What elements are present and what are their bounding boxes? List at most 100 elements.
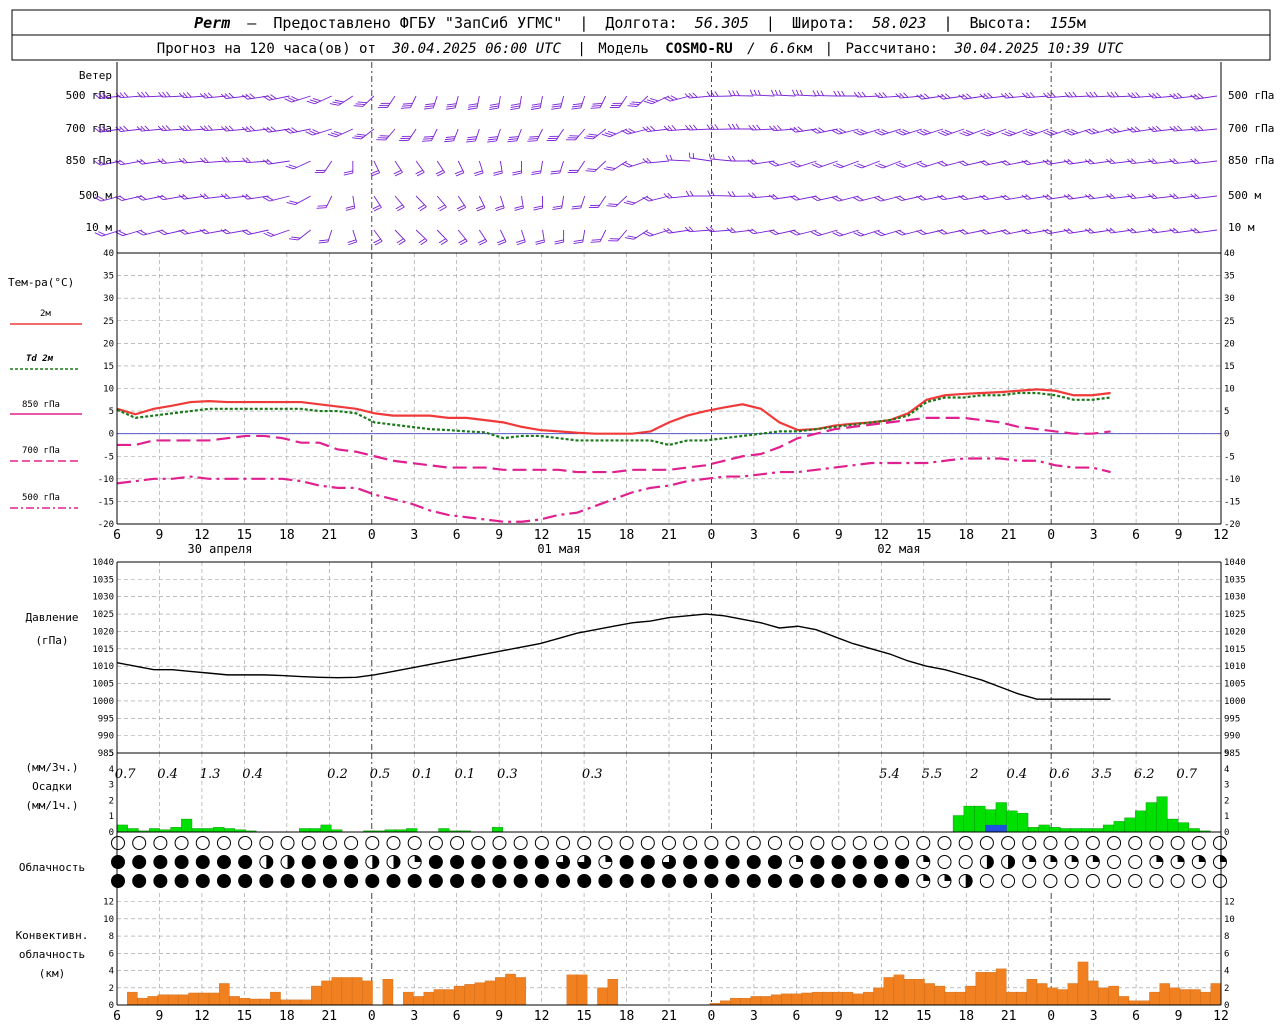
wind-level-10m: 10 м [86, 221, 113, 234]
wind-barb-feather [343, 172, 353, 176]
conv-bar [341, 977, 353, 1006]
cloud-circle [746, 836, 761, 850]
wind-barb-feather [841, 90, 845, 97]
wind-barb-feather [898, 195, 906, 201]
wind-barb [1063, 193, 1091, 200]
cloud-circle [492, 874, 507, 888]
wind-barb-staff [373, 160, 381, 173]
wind-barb-feather [601, 133, 611, 138]
wind-barb-staff [478, 229, 488, 242]
pressure-chart [116, 613, 1111, 700]
wind-barb-feather [983, 131, 992, 136]
conv-bar [975, 972, 987, 1006]
wind-barb-feather [186, 125, 192, 131]
wind-barb-feather [768, 230, 776, 235]
wind-barb-feather [663, 193, 669, 199]
wind-barb-feather [711, 190, 715, 196]
wind-barb [874, 128, 901, 136]
wind-barb-feather [262, 127, 269, 133]
wind-barb-feather [839, 128, 847, 133]
wind-barb [1000, 229, 1028, 235]
ytick-right-pres: 1000 [1224, 697, 1246, 707]
wind-barb-staff [689, 157, 712, 162]
wind-barb [874, 92, 901, 99]
cloud-symbol [937, 874, 952, 888]
cloud-circle [767, 855, 782, 869]
ytick-right-pres: 1010 [1224, 662, 1246, 672]
wind-barb-feather [731, 191, 736, 197]
wind-barb-feather [286, 201, 296, 205]
hour-tick-conv: 18 [279, 1009, 295, 1024]
cloud-circle [301, 836, 316, 850]
wind-barb-feather [200, 125, 205, 131]
wind-barb-feather [1169, 158, 1175, 164]
cloud-circle [704, 874, 719, 888]
wind-barb-feather [793, 126, 800, 132]
wind-barb [352, 128, 375, 140]
wind-barb-feather [119, 92, 125, 98]
wind-barb-feather [165, 125, 171, 131]
cloud-circle [1043, 836, 1058, 850]
cloud-symbol [238, 855, 253, 869]
cloud-symbol [704, 836, 719, 850]
hour-tick-conv: 18 [958, 1009, 974, 1024]
lon-value: 56.305 [695, 14, 749, 32]
ytick-right-temp: 20 [1224, 339, 1235, 349]
wind-barb [853, 91, 880, 98]
cloud-circle [789, 874, 804, 888]
wind-barb [493, 160, 503, 176]
conv-bar [832, 991, 843, 1006]
conv-bar [1016, 991, 1027, 1006]
wind-barb-feather [182, 125, 188, 131]
wind-barb-feather [182, 229, 189, 234]
hour-tick-temp: 6 [453, 528, 461, 543]
cloud-symbol [111, 874, 125, 888]
cloud-symbol [365, 874, 380, 888]
wind-barb-feather [487, 140, 497, 143]
wind-barb-feather [228, 125, 234, 131]
cloud-circle [619, 874, 634, 888]
wind-barb [394, 195, 405, 212]
wind-barb-feather [1190, 126, 1196, 132]
wind-barb [1042, 159, 1070, 165]
alt-value: 155 [1050, 14, 1077, 32]
wind-barb-feather [1001, 132, 1010, 137]
wind-barb-feather [895, 163, 904, 168]
wind-barb [642, 195, 670, 202]
rain-bar [1092, 828, 1104, 833]
wind-barb [262, 195, 290, 202]
cloud-circle [577, 874, 592, 888]
wind-barb-feather [1093, 91, 1098, 97]
wind-barb-feather [508, 138, 518, 141]
cloud-symbol [598, 855, 613, 869]
wind-barb-feather [401, 105, 412, 107]
ytick-left-temp: -5 [103, 452, 114, 462]
wind-barb [1127, 193, 1154, 199]
conv-bar [413, 996, 424, 1006]
wind-barb-feather [712, 153, 715, 160]
wind-barb-feather [554, 239, 564, 243]
wind-barb-feather [649, 98, 659, 102]
conv-bar [1087, 980, 1099, 1006]
wind-barb [608, 229, 628, 242]
cloud-quarter [944, 874, 951, 881]
cloud-quarter [1029, 855, 1036, 862]
wind-level-500m: 500 м [79, 189, 112, 202]
hour-tick-temp: 6 [792, 528, 800, 543]
wind-barb [769, 125, 796, 132]
wind-barb-feather [245, 193, 252, 199]
cloud-symbol [492, 855, 507, 869]
cloud-circle [344, 855, 359, 869]
hour-tick-conv: 3 [750, 1009, 758, 1024]
cloud-symbol [1064, 855, 1079, 869]
pressure-labels: Давление (гПа) [26, 611, 79, 647]
cloud-symbol [577, 855, 592, 869]
wind-barb [353, 95, 375, 107]
wind-barb [1190, 125, 1218, 132]
wind-barb-feather [1114, 91, 1120, 97]
wind-barb [241, 93, 269, 100]
wind-barb-feather [692, 153, 695, 159]
ytick-right-temp: -20 [1224, 520, 1240, 530]
hour-tick-conv: 0 [1047, 1009, 1055, 1024]
wind-barb [262, 126, 290, 133]
